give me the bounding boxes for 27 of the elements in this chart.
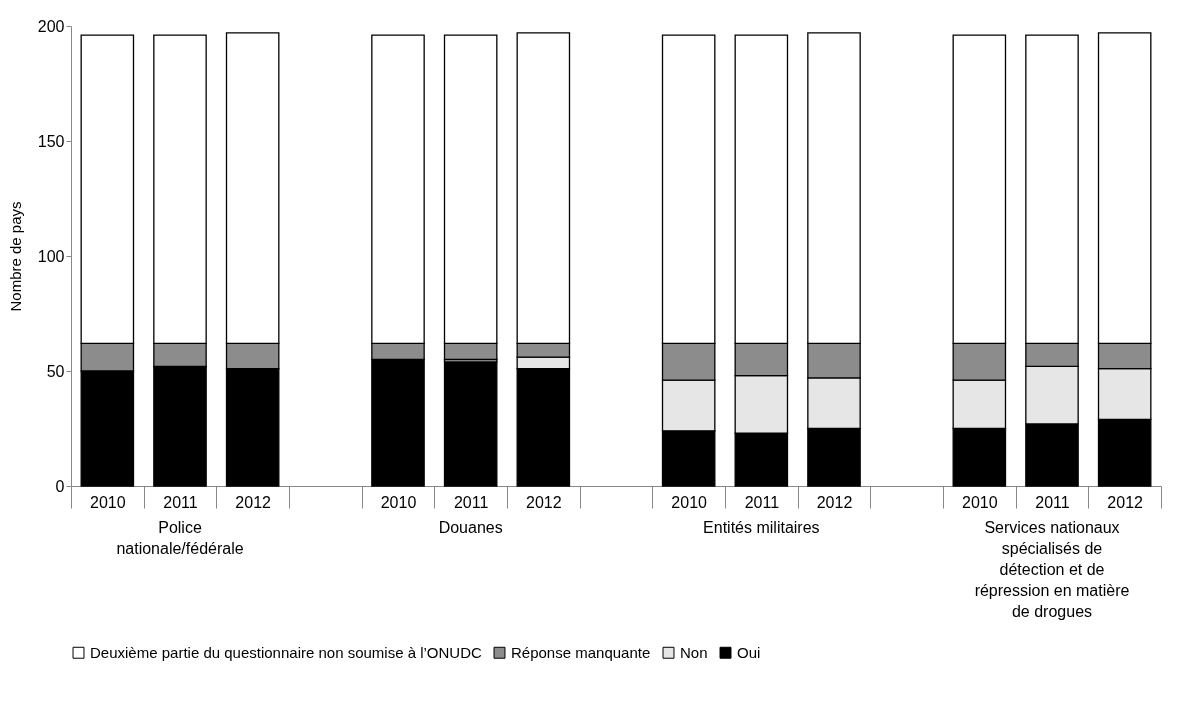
x-tick-label: 2010 xyxy=(671,493,708,511)
text: Entités militaires xyxy=(703,519,820,536)
x-tick-label: 2011 xyxy=(1035,493,1070,511)
legend-label: Deuxième partie du questionnaire non soumise à l’ONUDC xyxy=(90,643,483,661)
bar xyxy=(443,361,498,487)
text: Police nationale/fédérale xyxy=(116,519,244,557)
x-tick-label: 2011 xyxy=(453,493,489,511)
y-tick-label: 200 xyxy=(37,17,65,35)
x-tick-label: 2012 xyxy=(1107,493,1144,511)
legend-label: Non xyxy=(680,643,708,661)
y-tick-label: 100 xyxy=(37,247,65,265)
text: Services nationaux spécialisés de détection et de répression en matière de drogues xyxy=(974,519,1130,620)
y-tick-label: 50 xyxy=(46,362,65,380)
x-tick-label: 2012 xyxy=(816,493,853,511)
legend-label: Oui xyxy=(737,643,761,661)
x-tick-label: 2012 xyxy=(235,493,272,511)
x-tick-label: 2012 xyxy=(526,493,562,511)
x-tick-label: 2010 xyxy=(90,493,126,511)
text: Douanes xyxy=(438,519,503,536)
legend-label: Réponse manquante xyxy=(511,643,651,661)
y-tick-label: 0 xyxy=(55,477,65,495)
x-tick-label: 2010 xyxy=(380,493,417,511)
y-tick-label: 150 xyxy=(37,132,65,150)
x-tick-label: 2011 xyxy=(744,493,780,511)
x-tick-label: 2010 xyxy=(962,493,998,511)
y-axis-title: Nombre de pays xyxy=(6,201,24,312)
x-tick-label: 2011 xyxy=(163,493,198,511)
